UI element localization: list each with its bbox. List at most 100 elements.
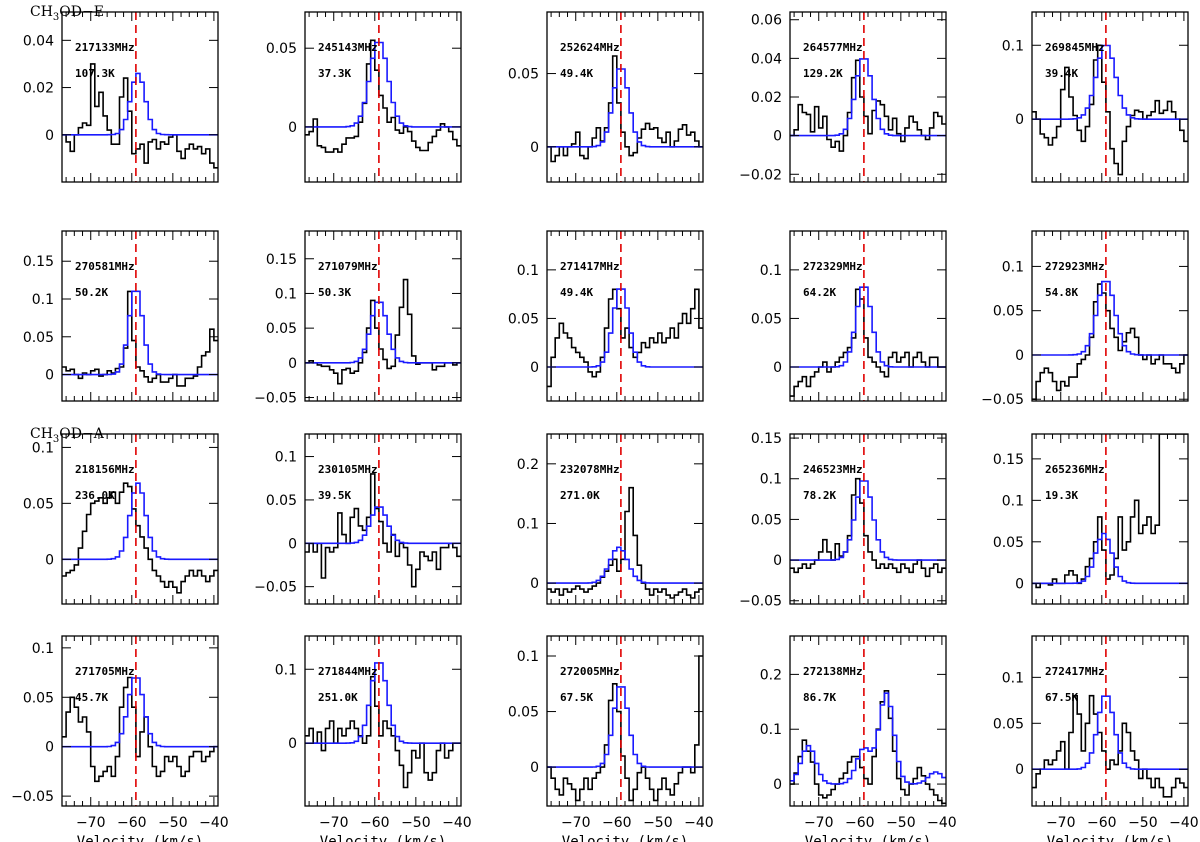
observed-spectrum <box>790 59 946 152</box>
model-spectrum <box>547 686 703 768</box>
energy-label: 67.5K <box>1045 691 1078 704</box>
y-tick-label: 0.05 <box>993 304 1024 320</box>
frequency-label: 270581MHz <box>75 260 135 273</box>
observed-spectrum <box>1032 283 1188 400</box>
panel-frame <box>1031 635 1189 807</box>
observed-spectrum <box>547 55 703 163</box>
frequency-label: 218156MHz <box>75 463 135 476</box>
spectrum-panel: −0.05 0 0.05 0.1 230105MHz 39.5K <box>254 433 462 605</box>
frequency-label: 264577MHz <box>803 41 863 54</box>
y-tick-label: 0 <box>773 129 782 145</box>
x-tick-label: −70 <box>76 815 106 831</box>
y-tick-label: 0.15 <box>751 431 782 447</box>
y-tick-label: 0 <box>288 120 297 136</box>
y-tick-label: 0.1 <box>760 263 782 279</box>
x-axis-label: Velocity (km/s) <box>805 834 931 842</box>
observed-spectrum <box>547 486 703 599</box>
model-spectrum <box>790 286 946 368</box>
energy-label: 107.3K <box>75 67 115 80</box>
observed-spectrum <box>1032 44 1188 176</box>
model-spectrum <box>305 41 461 128</box>
model-spectrum <box>305 662 461 744</box>
y-tick-label: 0.05 <box>23 690 54 706</box>
panel-frame <box>61 11 219 183</box>
y-tick-label: 0.1 <box>32 641 54 657</box>
frequency-label: 269845MHz <box>1045 41 1105 54</box>
spectrum-panel: 0 0.1 269845MHz 39.4K <box>1002 11 1189 183</box>
energy-label: 78.2K <box>803 489 836 502</box>
model-spectrum <box>1032 44 1188 120</box>
y-tick-label: 0.15 <box>993 452 1024 468</box>
model-spectrum <box>790 480 946 561</box>
y-tick-label: 0.1 <box>32 440 54 456</box>
frequency-label: 232078MHz <box>560 463 620 476</box>
x-axis-label: Velocity (km/s) <box>562 834 688 842</box>
model-spectrum <box>547 68 703 148</box>
x-tick-label: −70 <box>1046 815 1076 831</box>
spectrum-panel: 0 0.1 0.2 232078MHz 271.0K <box>517 433 704 605</box>
observed-spectrum <box>547 655 703 802</box>
energy-label: 39.4K <box>1045 67 1078 80</box>
energy-label: 39.5K <box>318 489 351 502</box>
observed-spectrum <box>62 676 218 783</box>
observed-spectrum <box>790 690 946 805</box>
y-tick-label: 0.05 <box>508 67 539 83</box>
observed-spectrum <box>547 288 703 388</box>
y-tick-label: 0 <box>773 360 782 376</box>
spectrum-panel: 0 0.1 −70 −60 −50 −40 Velocity (km/s) 271844MHz… <box>275 635 472 842</box>
spectrum-panel: 0 0.05 0.1 0.15 265236MHz 19.3K <box>993 433 1189 605</box>
y-tick-label: 0.15 <box>266 252 297 268</box>
y-tick-label: 0 <box>1015 576 1024 592</box>
x-tick-label: −50 <box>643 815 673 831</box>
y-tick-label: 0.1 <box>517 263 539 279</box>
y-tick-label: 0 <box>45 740 54 756</box>
y-tick-label: 0 <box>1015 348 1024 364</box>
observed-spectrum <box>1032 694 1188 798</box>
y-tick-label: 0.1 <box>32 292 54 308</box>
y-tick-label: 0 <box>530 140 539 156</box>
x-axis-label: Velocity (km/s) <box>77 834 203 842</box>
observed-spectrum <box>1032 434 1188 589</box>
y-tick-label: 0 <box>288 356 297 372</box>
x-tick-label: −70 <box>561 815 591 831</box>
spectrum-panel: −0.05 0 0.05 0.1 0.15 246523MHz 78.2K <box>739 431 947 610</box>
spectrum-panel: 0 0.05 252624MHz 49.4K <box>508 11 704 183</box>
model-spectrum <box>547 546 703 584</box>
energy-label: 64.2K <box>803 286 836 299</box>
x-tick-label: −60 <box>602 815 632 831</box>
panel-frame <box>546 11 704 183</box>
x-tick-label: −70 <box>804 815 834 831</box>
model-spectrum <box>547 288 703 368</box>
y-tick-label: 0.04 <box>23 33 54 49</box>
y-tick-label: 0.2 <box>760 667 782 683</box>
frequency-label: 272329MHz <box>803 260 863 273</box>
y-tick-label: 0.2 <box>517 457 539 473</box>
x-tick-label: −50 <box>158 815 188 831</box>
y-tick-label: 0.1 <box>1002 38 1024 54</box>
model-spectrum <box>790 692 946 785</box>
frequency-label: 245143MHz <box>318 41 378 54</box>
y-tick-label: 0.1 <box>1002 493 1024 509</box>
y-tick-label: 0.05 <box>751 311 782 327</box>
y-tick-label: 0.02 <box>23 81 54 97</box>
frequency-label: 272923MHz <box>1045 260 1105 273</box>
frequency-label: 230105MHz <box>318 463 378 476</box>
model-spectrum <box>305 506 461 545</box>
y-tick-label: 0.1 <box>760 722 782 738</box>
panel-frame <box>61 433 219 605</box>
observed-spectrum <box>305 675 461 789</box>
y-tick-label: 0.05 <box>993 535 1024 551</box>
x-tick-label: −50 <box>1128 815 1158 831</box>
y-tick-label: 0.1 <box>275 450 297 466</box>
y-tick-label: 0 <box>288 536 297 552</box>
y-tick-label: 0.05 <box>508 311 539 327</box>
frequency-label: 272138MHz <box>803 665 863 678</box>
y-tick-label: 0.05 <box>266 321 297 337</box>
y-tick-label: 0.1 <box>760 472 782 488</box>
y-tick-label: 0.1 <box>517 516 539 532</box>
y-tick-label: 0 <box>530 576 539 592</box>
y-tick-label: 0.06 <box>751 13 782 29</box>
y-tick-label: 0.1 <box>1002 670 1024 686</box>
energy-label: 50.2K <box>75 286 108 299</box>
